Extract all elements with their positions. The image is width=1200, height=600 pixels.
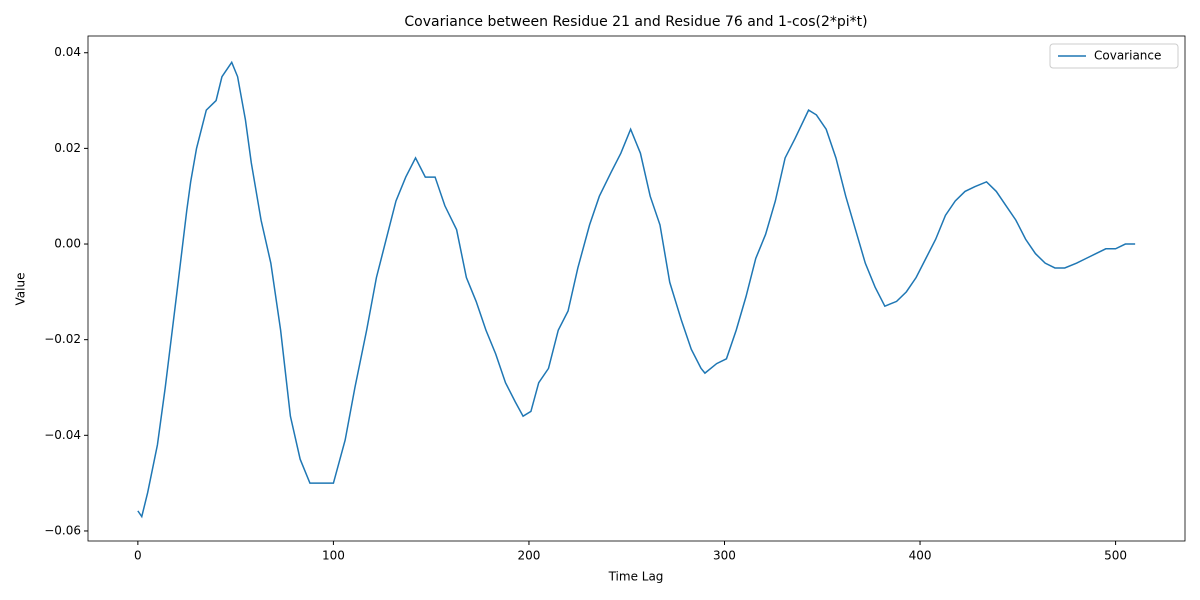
line-series <box>137 60 1136 519</box>
x-tick-label: 0 <box>134 549 142 563</box>
x-tick-label: 500 <box>1104 549 1127 563</box>
y-tick-label: 0.00 <box>54 237 81 251</box>
legend-box <box>1049 43 1179 69</box>
y-axis-label: Value <box>14 273 28 306</box>
x-tick-label: 400 <box>909 549 932 563</box>
y-tick-label: −0.02 <box>44 332 81 346</box>
x-tick-label: 100 <box>322 549 345 563</box>
x-tick-label: 200 <box>517 549 540 563</box>
y-tick-label: 0.02 <box>54 141 81 155</box>
y-tick-label: −0.04 <box>44 428 81 442</box>
y-tick-label: 0.04 <box>54 45 81 59</box>
y-tick-label: −0.06 <box>44 523 81 537</box>
legend-label: Covariance <box>1094 49 1161 63</box>
chart-title: Covariance between Residue 21 and Residu… <box>404 14 867 30</box>
x-tick-label: 300 <box>713 549 736 563</box>
x-axis-label: Time Lag <box>608 570 664 584</box>
plot-frame <box>87 35 1186 542</box>
